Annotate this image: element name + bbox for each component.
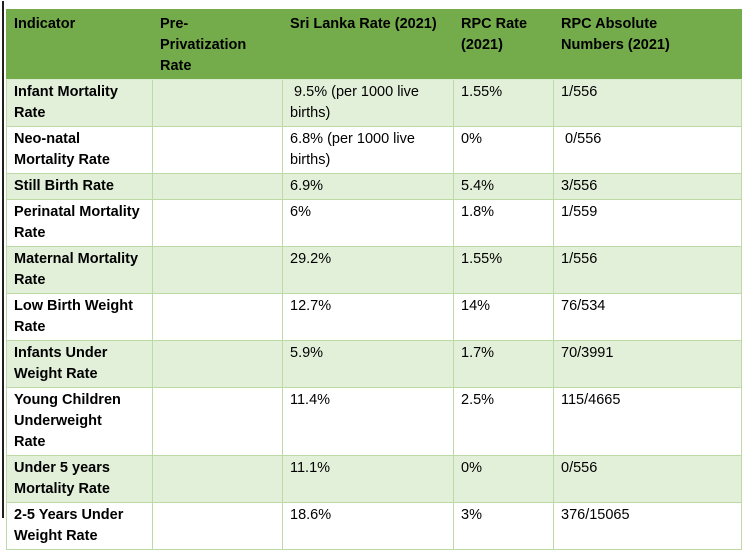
cell-sri-lanka-rate[interactable]: 9.5% (per 1000 live births) [282,79,454,127]
cell-pre-privatization-rate[interactable] [152,502,283,550]
table-row: Under 5 years Mortality Rate 11.1% 0% 0/… [6,455,742,503]
cell-pre-privatization-rate[interactable] [152,126,283,174]
cell-indicator[interactable]: Perinatal Mortality Rate [6,199,153,247]
cell-indicator[interactable]: Infants Under Weight Rate [6,340,153,388]
cell-rpc-absolute-numbers[interactable]: 1/556 [553,246,742,294]
cell-rpc-absolute-numbers[interactable]: 76/534 [553,293,742,341]
cell-sri-lanka-rate[interactable]: 6.8% (per 1000 live births) [282,126,454,174]
cell-pre-privatization-rate[interactable] [152,246,283,294]
cell-pre-privatization-rate[interactable] [152,293,283,341]
column-header-rpc-absolute-numbers[interactable]: RPC Absolute Numbers (2021) [553,9,742,80]
cell-rpc-rate[interactable]: 1.7% [453,340,554,388]
table-row: Low Birth Weight Rate 12.7% 14% 76/534 [6,293,742,341]
cell-rpc-rate[interactable]: 1.8% [453,199,554,247]
cell-sri-lanka-rate[interactable]: 12.7% [282,293,454,341]
cell-rpc-absolute-numbers[interactable]: 0/556 [553,455,742,503]
cell-rpc-rate[interactable]: 14% [453,293,554,341]
column-header-label: RPC Absolute Numbers (2021) [561,16,670,53]
table-row: 2-5 Years Under Weight Rate 18.6% 3% 376… [6,502,742,550]
cell-pre-privatization-rate[interactable] [152,455,283,503]
column-header-pre-privatization-rate[interactable]: Pre-Privatization Rate [152,9,283,80]
column-header-label: RPC Rate (2021) [461,16,532,53]
page-left-border-line [2,1,4,518]
cell-rpc-rate[interactable]: 0% [453,126,554,174]
cell-indicator[interactable]: Neo-natal Mortality Rate [6,126,153,174]
cell-sri-lanka-rate[interactable]: 11.4% [282,387,454,456]
cell-pre-privatization-rate[interactable] [152,199,283,247]
cell-rpc-rate[interactable]: 5.4% [453,173,554,200]
cell-sri-lanka-rate[interactable]: 5.9% [282,340,454,388]
cell-sri-lanka-rate[interactable]: 29.2% [282,246,454,294]
cell-pre-privatization-rate[interactable] [152,79,283,127]
cell-rpc-absolute-numbers[interactable]: 115/4665 [553,387,742,456]
cell-indicator[interactable]: Still Birth Rate [6,173,153,200]
table-row: Infants Under Weight Rate 5.9% 1.7% 70/3… [6,340,742,388]
cell-rpc-absolute-numbers[interactable]: 1/559 [553,199,742,247]
table-row: Maternal Mortality Rate 29.2% 1.55% 1/55… [6,246,742,294]
cell-rpc-rate[interactable]: 3% [453,502,554,550]
cell-indicator[interactable]: Low Birth Weight Rate [6,293,153,341]
cell-rpc-rate[interactable]: 1.55% [453,79,554,127]
column-header-sri-lanka-rate[interactable]: Sri Lanka Rate (2021) [282,9,454,80]
column-header-label: Pre-Privatization Rate [160,16,251,74]
cell-indicator[interactable]: Young Children Underweight Rate [6,387,153,456]
cell-indicator[interactable]: Maternal Mortality Rate [6,246,153,294]
table-row: Neo-natal Mortality Rate 6.8% (per 1000 … [6,126,742,174]
cell-indicator[interactable]: Infant Mortality Rate [6,79,153,127]
cell-indicator[interactable]: Under 5 years Mortality Rate [6,455,153,503]
cell-indicator[interactable]: 2-5 Years Under Weight Rate [6,502,153,550]
cell-sri-lanka-rate[interactable]: 6.9% [282,173,454,200]
cell-pre-privatization-rate[interactable] [152,387,283,456]
column-header-label: Sri Lanka Rate (2021) [290,16,437,32]
cell-rpc-absolute-numbers[interactable]: 1/556 [553,79,742,127]
cell-rpc-absolute-numbers[interactable]: 376/15065 [553,502,742,550]
cell-rpc-rate[interactable]: 1.55% [453,246,554,294]
cell-sri-lanka-rate[interactable]: 18.6% [282,502,454,550]
cell-rpc-rate[interactable]: 2.5% [453,387,554,456]
column-header-rpc-rate[interactable]: RPC Rate (2021) [453,9,554,80]
cell-sri-lanka-rate[interactable]: 11.1% [282,455,454,503]
column-header-label: Indicator [14,16,76,32]
health-indicators-table: Indicator Pre-Privatization Rate Sri Lan… [6,9,742,550]
header-row: Indicator Pre-Privatization Rate Sri Lan… [6,9,742,80]
cell-pre-privatization-rate[interactable] [152,173,283,200]
cell-rpc-absolute-numbers[interactable]: 3/556 [553,173,742,200]
column-header-indicator[interactable]: Indicator [6,9,153,80]
cell-rpc-absolute-numbers[interactable]: 70/3991 [553,340,742,388]
cell-sri-lanka-rate[interactable]: 6% [282,199,454,247]
table-row: Perinatal Mortality Rate 6% 1.8% 1/559 [6,199,742,247]
table-row: Still Birth Rate 6.9% 5.4% 3/556 [6,173,742,200]
table-row: Infant Mortality Rate 9.5% (per 1000 liv… [6,79,742,127]
cell-rpc-rate[interactable]: 0% [453,455,554,503]
table-row: Young Children Underweight Rate 11.4% 2.… [6,387,742,456]
cell-pre-privatization-rate[interactable] [152,340,283,388]
cell-rpc-absolute-numbers[interactable]: 0/556 [553,126,742,174]
